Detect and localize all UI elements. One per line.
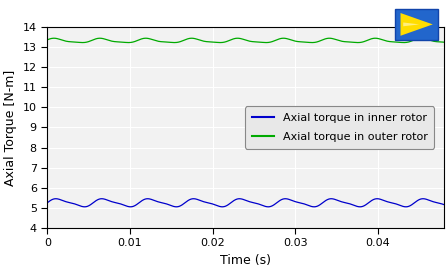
FancyBboxPatch shape [395,9,438,40]
Legend: Axial torque in inner rotor, Axial torque in outer rotor: Axial torque in inner rotor, Axial torqu… [245,107,434,149]
Y-axis label: Axial Torque [N-m]: Axial Torque [N-m] [4,69,17,186]
X-axis label: Time (s): Time (s) [220,254,271,267]
Polygon shape [401,13,433,36]
Polygon shape [403,22,419,26]
